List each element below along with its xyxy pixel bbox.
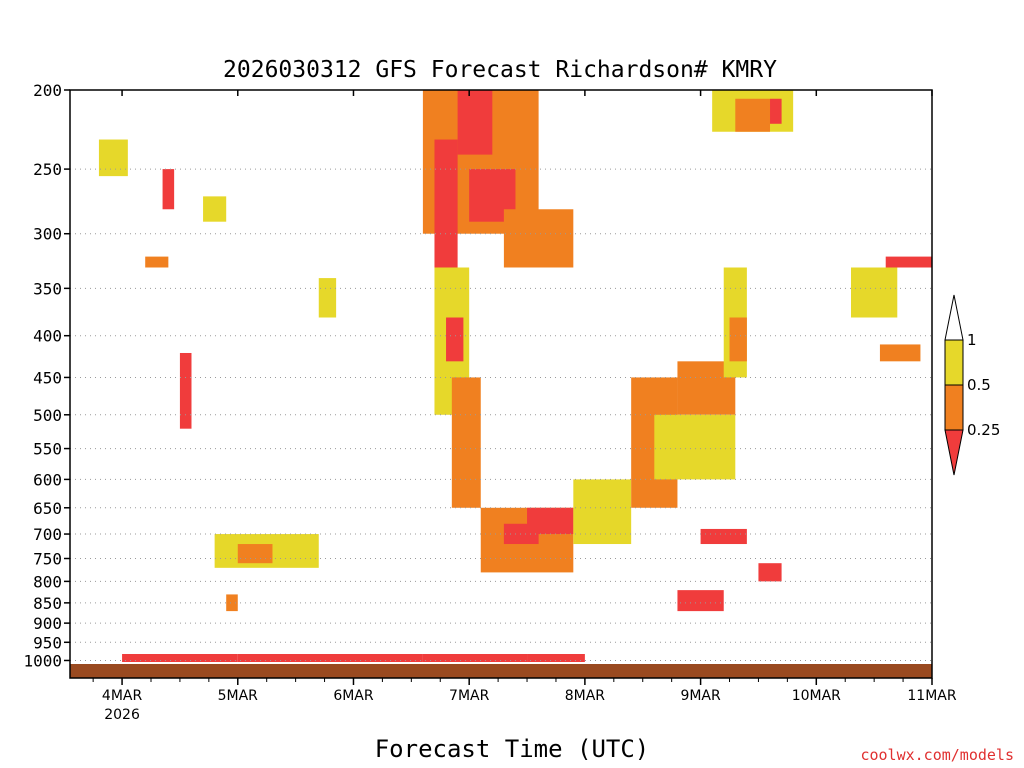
y-tick-label: 300 [33, 225, 62, 244]
x-tick-label: 6MAR [333, 688, 374, 704]
data-patch [730, 318, 747, 362]
y-tick-label: 200 [33, 81, 62, 100]
data-patch [452, 377, 481, 507]
y-tick-label: 400 [33, 327, 62, 346]
y-tick-label: 700 [33, 525, 62, 544]
y-tick-label: 850 [33, 594, 62, 613]
x-tick-label: 5MAR [218, 688, 259, 704]
data-patch [701, 529, 747, 544]
legend-label: 0.5 [967, 376, 991, 394]
x-tick-label: 11MAR [907, 688, 956, 704]
chart-title: 2026030312 GFS Forecast Richardson# KMRY [223, 57, 777, 83]
y-axis: 200 250 300 350 400 450 500 550 600 650 700 750 800 8… [23, 81, 70, 670]
credit-text: coolwx.com/models [860, 746, 1014, 764]
ground-bar [70, 664, 932, 678]
data-patch [423, 654, 527, 662]
y-tick-label: 750 [33, 550, 62, 569]
data-patch [504, 209, 573, 267]
x-tick-sublabel: 2026 [104, 707, 140, 723]
color-legend: 1 0.5 0.25 [945, 295, 1000, 475]
data-patch [180, 353, 192, 429]
legend-label: 0.25 [967, 421, 1000, 439]
data-patch [758, 563, 781, 581]
x-tick-label: 8MAR [565, 688, 606, 704]
x-tick-label: 4MAR [102, 688, 143, 704]
x-tick-label: 7MAR [449, 688, 490, 704]
y-tick-label: 550 [33, 440, 62, 459]
legend-label: 1 [967, 331, 977, 349]
data-patches [99, 90, 932, 662]
data-patch [527, 508, 573, 534]
gridlines [70, 169, 932, 660]
data-patch [851, 268, 897, 318]
data-patch [203, 196, 226, 221]
data-patch [319, 278, 336, 317]
data-patch [145, 257, 168, 268]
data-patch [99, 140, 128, 177]
data-patch [654, 415, 735, 480]
y-tick-label: 350 [33, 279, 62, 298]
data-patch [886, 257, 932, 268]
data-patch [880, 344, 920, 361]
y-tick-label: 1000 [23, 651, 62, 670]
data-patch [735, 99, 770, 132]
y-tick-label: 950 [33, 633, 62, 652]
legend-swatch [945, 340, 963, 385]
data-patch [573, 479, 631, 544]
legend-swatch [945, 430, 963, 475]
data-patch [238, 544, 273, 563]
data-patch [458, 90, 493, 155]
y-tick-label: 600 [33, 470, 62, 489]
data-patch [163, 169, 175, 209]
legend-swatch [945, 385, 963, 430]
data-patch [226, 594, 238, 611]
data-patch [770, 99, 782, 124]
x-tick-label: 9MAR [680, 688, 721, 704]
data-patch [446, 318, 463, 362]
y-tick-label: 450 [33, 368, 62, 387]
y-tick-label: 900 [33, 614, 62, 633]
y-tick-label: 650 [33, 499, 62, 518]
y-tick-label: 500 [33, 406, 62, 425]
richardson-chart: 2026030312 GFS Forecast Richardson# KMRY… [0, 0, 1024, 768]
y-tick-label: 800 [33, 572, 62, 591]
legend-swatch [945, 295, 963, 340]
x-axis-label: Forecast Time (UTC) [375, 735, 650, 763]
x-tick-label: 10MAR [792, 688, 841, 704]
y-tick-label: 250 [33, 160, 62, 179]
data-patch [677, 590, 723, 611]
data-patch [434, 140, 457, 268]
